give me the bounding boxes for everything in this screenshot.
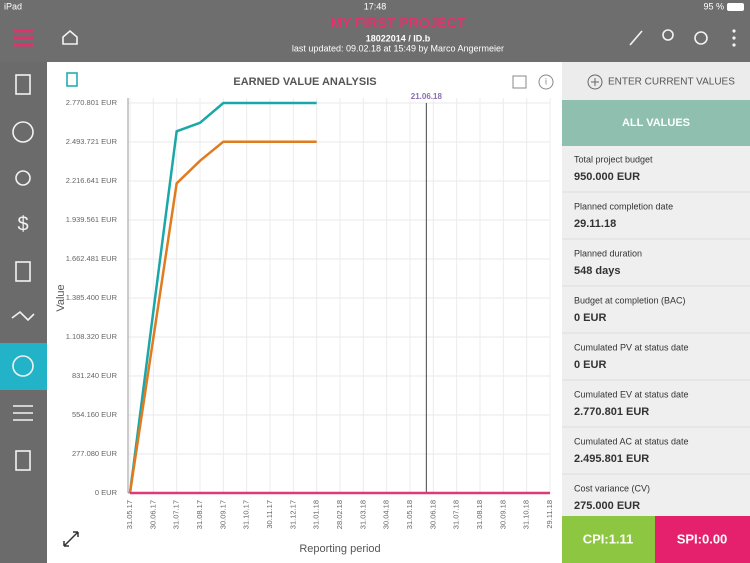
item-label: Total project budget — [574, 154, 653, 164]
item-value: 950.000 EUR — [574, 171, 640, 183]
item-label: Budget at completion (BAC) — [574, 295, 686, 305]
x-tick-label: 29.11.18 — [545, 500, 554, 529]
cpi-label[interactable]: CPI:1.11 — [583, 531, 634, 546]
x-tick-label: 30.11.17 — [265, 500, 274, 529]
project-id: 18022014 / ID.b — [366, 33, 431, 43]
cpi-button[interactable] — [562, 516, 655, 563]
x-tick-label: 30.09.18 — [498, 500, 507, 529]
x-tick-label: 28.02.18 — [335, 500, 344, 529]
item-value: 275.000 EUR — [574, 500, 640, 512]
battery-text: 95 % — [703, 1, 724, 11]
menu-button[interactable] — [14, 29, 34, 47]
last-updated: last updated: 09.02.18 at 15:49 by Marco… — [292, 43, 504, 53]
all-values-tab[interactable] — [562, 100, 750, 146]
device: iPad — [4, 1, 22, 11]
item-value: 29.11.18 — [574, 218, 616, 230]
nav-settings[interactable] — [13, 405, 33, 421]
value-list: Total project budget 950.000 EUR Planned c… — [562, 154, 750, 522]
x-tick-label: 31.01.18 — [312, 500, 321, 529]
battery-icon — [727, 3, 744, 11]
x-tick-label: 30.09.17 — [218, 500, 227, 529]
enter-values-label[interactable]: ENTER CURRENT VALUES — [608, 77, 735, 88]
nav-documents[interactable] — [15, 74, 31, 95]
report-icon[interactable] — [66, 72, 78, 87]
spi-button[interactable] — [655, 516, 750, 563]
chart-panel — [47, 62, 562, 563]
item-label: Cumulated AC at status date — [574, 436, 689, 446]
item-label: Planned duration — [574, 248, 642, 258]
x-tick-label: 31.10.18 — [522, 500, 531, 529]
x-tick-label: 31.07.17 — [172, 500, 181, 529]
x-tick-label: 31.05.18 — [405, 500, 414, 529]
enter-values-button[interactable] — [562, 62, 750, 100]
y-tick-label: 1.939.561 EUR — [66, 215, 118, 224]
y-axis-title: Value — [55, 284, 67, 311]
y-tick-label: 1.108.320 EUR — [66, 332, 118, 341]
nav-earned-value[interactable] — [12, 355, 34, 377]
series-line — [128, 101, 317, 494]
item-value: 0 EUR — [574, 312, 606, 324]
calendar-button[interactable] — [512, 75, 527, 89]
nav-schedule[interactable] — [12, 121, 34, 143]
item-value: 0 EUR — [574, 359, 606, 371]
plus-glyph[interactable] — [591, 78, 599, 86]
item-label: Cost variance (CV) — [574, 483, 650, 493]
sync-button[interactable] — [694, 31, 708, 45]
x-tick-label: 31.10.17 — [242, 500, 251, 529]
nav-export[interactable] — [15, 450, 31, 471]
x-tick-label: 30.04.18 — [382, 500, 391, 529]
x-tick-label: 31.03.18 — [358, 500, 367, 529]
expand-button[interactable] — [63, 531, 79, 547]
x-tick-label: 31.05.17 — [125, 500, 134, 529]
item-label: Cumulated EV at status date — [574, 389, 689, 399]
x-axis-title: Reporting period — [299, 543, 380, 555]
spi-label[interactable]: SPI:0.00 — [677, 531, 728, 546]
x-tick-label: 30.06.18 — [428, 500, 437, 529]
status-date-label: 21.06.18 — [411, 92, 443, 101]
y-tick-label: 831.240 EUR — [72, 371, 118, 380]
plus-icon[interactable] — [587, 74, 603, 90]
y-tick-label: 1.385.400 EUR — [66, 293, 118, 302]
item-label: Planned completion date — [574, 201, 673, 211]
nav-budget[interactable]: $ — [17, 213, 28, 235]
item-value: 2.495.801 EUR — [574, 453, 649, 465]
nav-partners[interactable] — [11, 310, 35, 322]
y-tick-label: 277.080 EUR — [72, 449, 118, 458]
info-button[interactable] — [538, 74, 554, 90]
header — [0, 0, 750, 62]
team-button[interactable] — [662, 29, 674, 41]
link-button[interactable] — [629, 30, 643, 46]
x-tick-label: 31.08.18 — [475, 500, 484, 529]
x-tick-label: 31.07.18 — [452, 500, 461, 529]
nav-tasks[interactable] — [15, 261, 31, 282]
y-tick-label: 554.160 EUR — [72, 410, 118, 419]
x-tick-label: 31.08.17 — [195, 500, 204, 529]
item-value: 2.770.801 EUR — [574, 406, 649, 418]
more-button[interactable] — [732, 29, 736, 47]
chart-title: EARNED VALUE ANALYSIS — [233, 76, 376, 88]
y-tick-label: 1.662.481 EUR — [66, 254, 118, 263]
item-value: 548 days — [574, 265, 620, 277]
series-line — [128, 140, 317, 494]
info-glyph[interactable]: i — [545, 76, 547, 86]
home-button[interactable] — [62, 29, 78, 45]
x-tick-label: 30.06.17 — [148, 500, 157, 529]
all-values-label[interactable]: ALL VALUES — [622, 117, 690, 129]
plot: 0 EUR 277.080 EUR 554.160 EUR 831.240 EUR 1.… — [66, 92, 554, 529]
nav-team[interactable] — [15, 170, 31, 186]
y-tick-label: 2.770.801 EUR — [66, 98, 118, 107]
sidebar-active[interactable] — [0, 343, 47, 390]
time: 17:48 — [364, 1, 387, 11]
y-tick-label: 2.216.641 EUR — [66, 176, 118, 185]
y-tick-label: 0 EUR — [95, 488, 118, 497]
sidebar — [0, 62, 47, 563]
item-label: Cumulated PV at status date — [574, 342, 689, 352]
y-tick-label: 2.493.721 EUR — [66, 137, 118, 146]
project-title: MY FIRST PROJECT — [330, 15, 466, 31]
x-tick-label: 31.12.17 — [288, 500, 297, 529]
